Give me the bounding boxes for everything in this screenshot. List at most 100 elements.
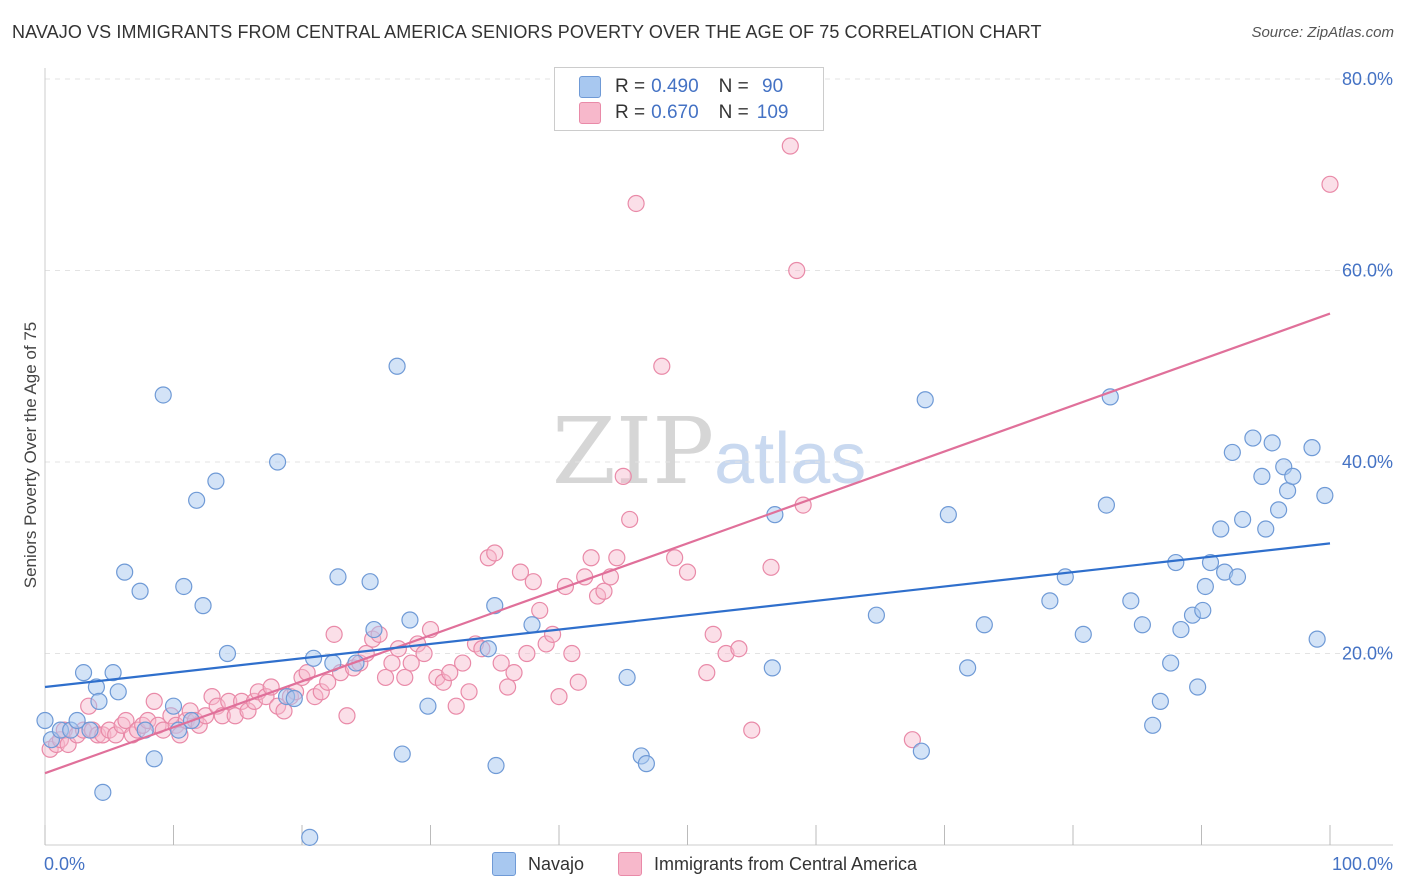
immigrants-swatch (579, 102, 601, 124)
immigrants-point-103 (717, 644, 735, 663)
navajo-point-34 (365, 620, 383, 639)
navajo-point-45 (637, 755, 655, 773)
immigrants-point-81 (524, 573, 542, 591)
immigrants-point-83 (537, 635, 555, 653)
navajo-point-35 (388, 357, 406, 375)
immigrants-point-102 (704, 625, 722, 643)
navajo-point-60 (1133, 616, 1151, 634)
navajo-point-28 (301, 828, 319, 846)
navajo-point-4 (68, 711, 86, 730)
navajo-point-67 (1189, 678, 1207, 696)
immigrants-point-106 (762, 558, 780, 576)
watermark-atlas: atlas (714, 419, 867, 499)
navajo-point-17 (164, 697, 183, 715)
immigrants-points (41, 137, 1339, 758)
navajo-point-36 (393, 745, 411, 763)
navajo-point-40 (486, 597, 504, 615)
immigrants-point-58 (376, 668, 395, 687)
immigrants-point-62 (402, 654, 420, 672)
navajo-point-48 (867, 606, 885, 624)
immigrants-swatch (618, 852, 642, 876)
navajo-point-61 (1144, 716, 1162, 734)
navajo-point-68 (1194, 601, 1212, 620)
navajo-point-0 (36, 711, 54, 730)
immigrants-point-85 (550, 687, 568, 706)
legend-label-navajo: Navajo (528, 853, 585, 874)
immigrants-point-64 (415, 644, 433, 663)
navajo-point-38 (419, 697, 437, 715)
legend-label-immigrants: Immigrants from Central America (654, 853, 918, 874)
navajo-point-82 (1278, 482, 1297, 500)
navajo-point-23 (207, 472, 225, 490)
navajo-trend-line (44, 542, 1331, 689)
legend-item-immigrants[interactable]: Immigrants from Central America (618, 852, 917, 876)
immigrants-point-69 (447, 697, 465, 715)
navajo-point-51 (939, 506, 957, 524)
immigrants-point-34 (226, 707, 244, 725)
legend-n-value: 109 (756, 102, 789, 123)
navajo-point-74 (1228, 568, 1247, 586)
navajo-point-9 (94, 783, 112, 801)
navajo-point-56 (1074, 625, 1092, 643)
navajo-point-79 (1263, 434, 1281, 452)
immigrants-point-110 (903, 731, 921, 749)
immigrants-point-88 (569, 673, 587, 691)
immigrants-point-96 (621, 510, 639, 529)
legend-n-label: N = (718, 102, 749, 123)
immigrants-point-92 (595, 582, 613, 600)
trend-lines (44, 312, 1331, 775)
watermark-zip: ZIP (552, 398, 715, 505)
navajo-point-65 (1172, 620, 1190, 639)
navajo-point-22 (194, 597, 212, 615)
legend-r-label: R = (615, 102, 646, 123)
navajo-point-71 (1212, 520, 1230, 538)
watermark: ZIPatlas (552, 398, 866, 505)
y-tick-label-1: 40.0% (1342, 452, 1393, 472)
immigrants-point-67 (434, 673, 452, 691)
immigrants-point-79 (511, 563, 530, 581)
immigrants-point-108 (788, 261, 806, 280)
source-label: Source: ZipAtlas.com (1251, 24, 1394, 41)
legend-r-value: 0.670 (651, 102, 699, 123)
legend-r-label: R = (615, 76, 646, 97)
legend-row-navajo: R = 0.490 N = 90 (579, 74, 783, 100)
legend-item-navajo[interactable]: Navajo (492, 852, 584, 876)
immigrants-point-95 (614, 467, 632, 485)
navajo-point-15 (145, 750, 163, 768)
immigrants-point-12 (107, 726, 125, 744)
navajo-point-10 (104, 664, 122, 682)
navajo-point-62 (1151, 692, 1169, 710)
immigrants-point-70 (454, 654, 472, 672)
immigrants-point-78 (505, 664, 523, 682)
navajo-point-84 (1303, 439, 1321, 457)
navajo-point-5 (74, 664, 93, 682)
navajo-point-57 (1097, 496, 1116, 514)
navajo-point-83 (1284, 467, 1302, 485)
tick-labels: 20.0% 40.0% 60.0% 80.0% 0.0% 100.0% (44, 69, 1393, 874)
immigrants-point-100 (678, 563, 697, 581)
immigrants-point-30 (203, 687, 221, 706)
navajo-point-85 (1308, 630, 1326, 648)
navajo-point-75 (1234, 510, 1252, 529)
immigrants-point-76 (492, 654, 510, 672)
immigrants-point-82 (531, 601, 549, 620)
axes (44, 68, 1393, 846)
x-tick-label-0: 0.0% (44, 854, 85, 874)
immigrants-point-98 (653, 357, 671, 375)
immigrants-point-104 (730, 640, 748, 658)
navajo-point-39 (479, 640, 497, 658)
immigrants-point-99 (666, 549, 684, 567)
immigrants-point-36 (239, 702, 257, 720)
navajo-points (36, 357, 1334, 846)
immigrants-point-111 (1321, 175, 1339, 193)
navajo-point-6 (81, 721, 99, 739)
navajo-point-53 (975, 616, 993, 634)
stats-legend: R = 0.490 N = 90 R = 0.670 N = 109 (554, 67, 824, 131)
navajo-point-13 (131, 582, 149, 600)
immigrants-point-94 (608, 549, 626, 567)
immigrants-point-75 (486, 544, 504, 562)
navajo-swatch (579, 76, 601, 98)
navajo-point-78 (1257, 520, 1275, 538)
immigrants-point-46 (298, 664, 316, 682)
